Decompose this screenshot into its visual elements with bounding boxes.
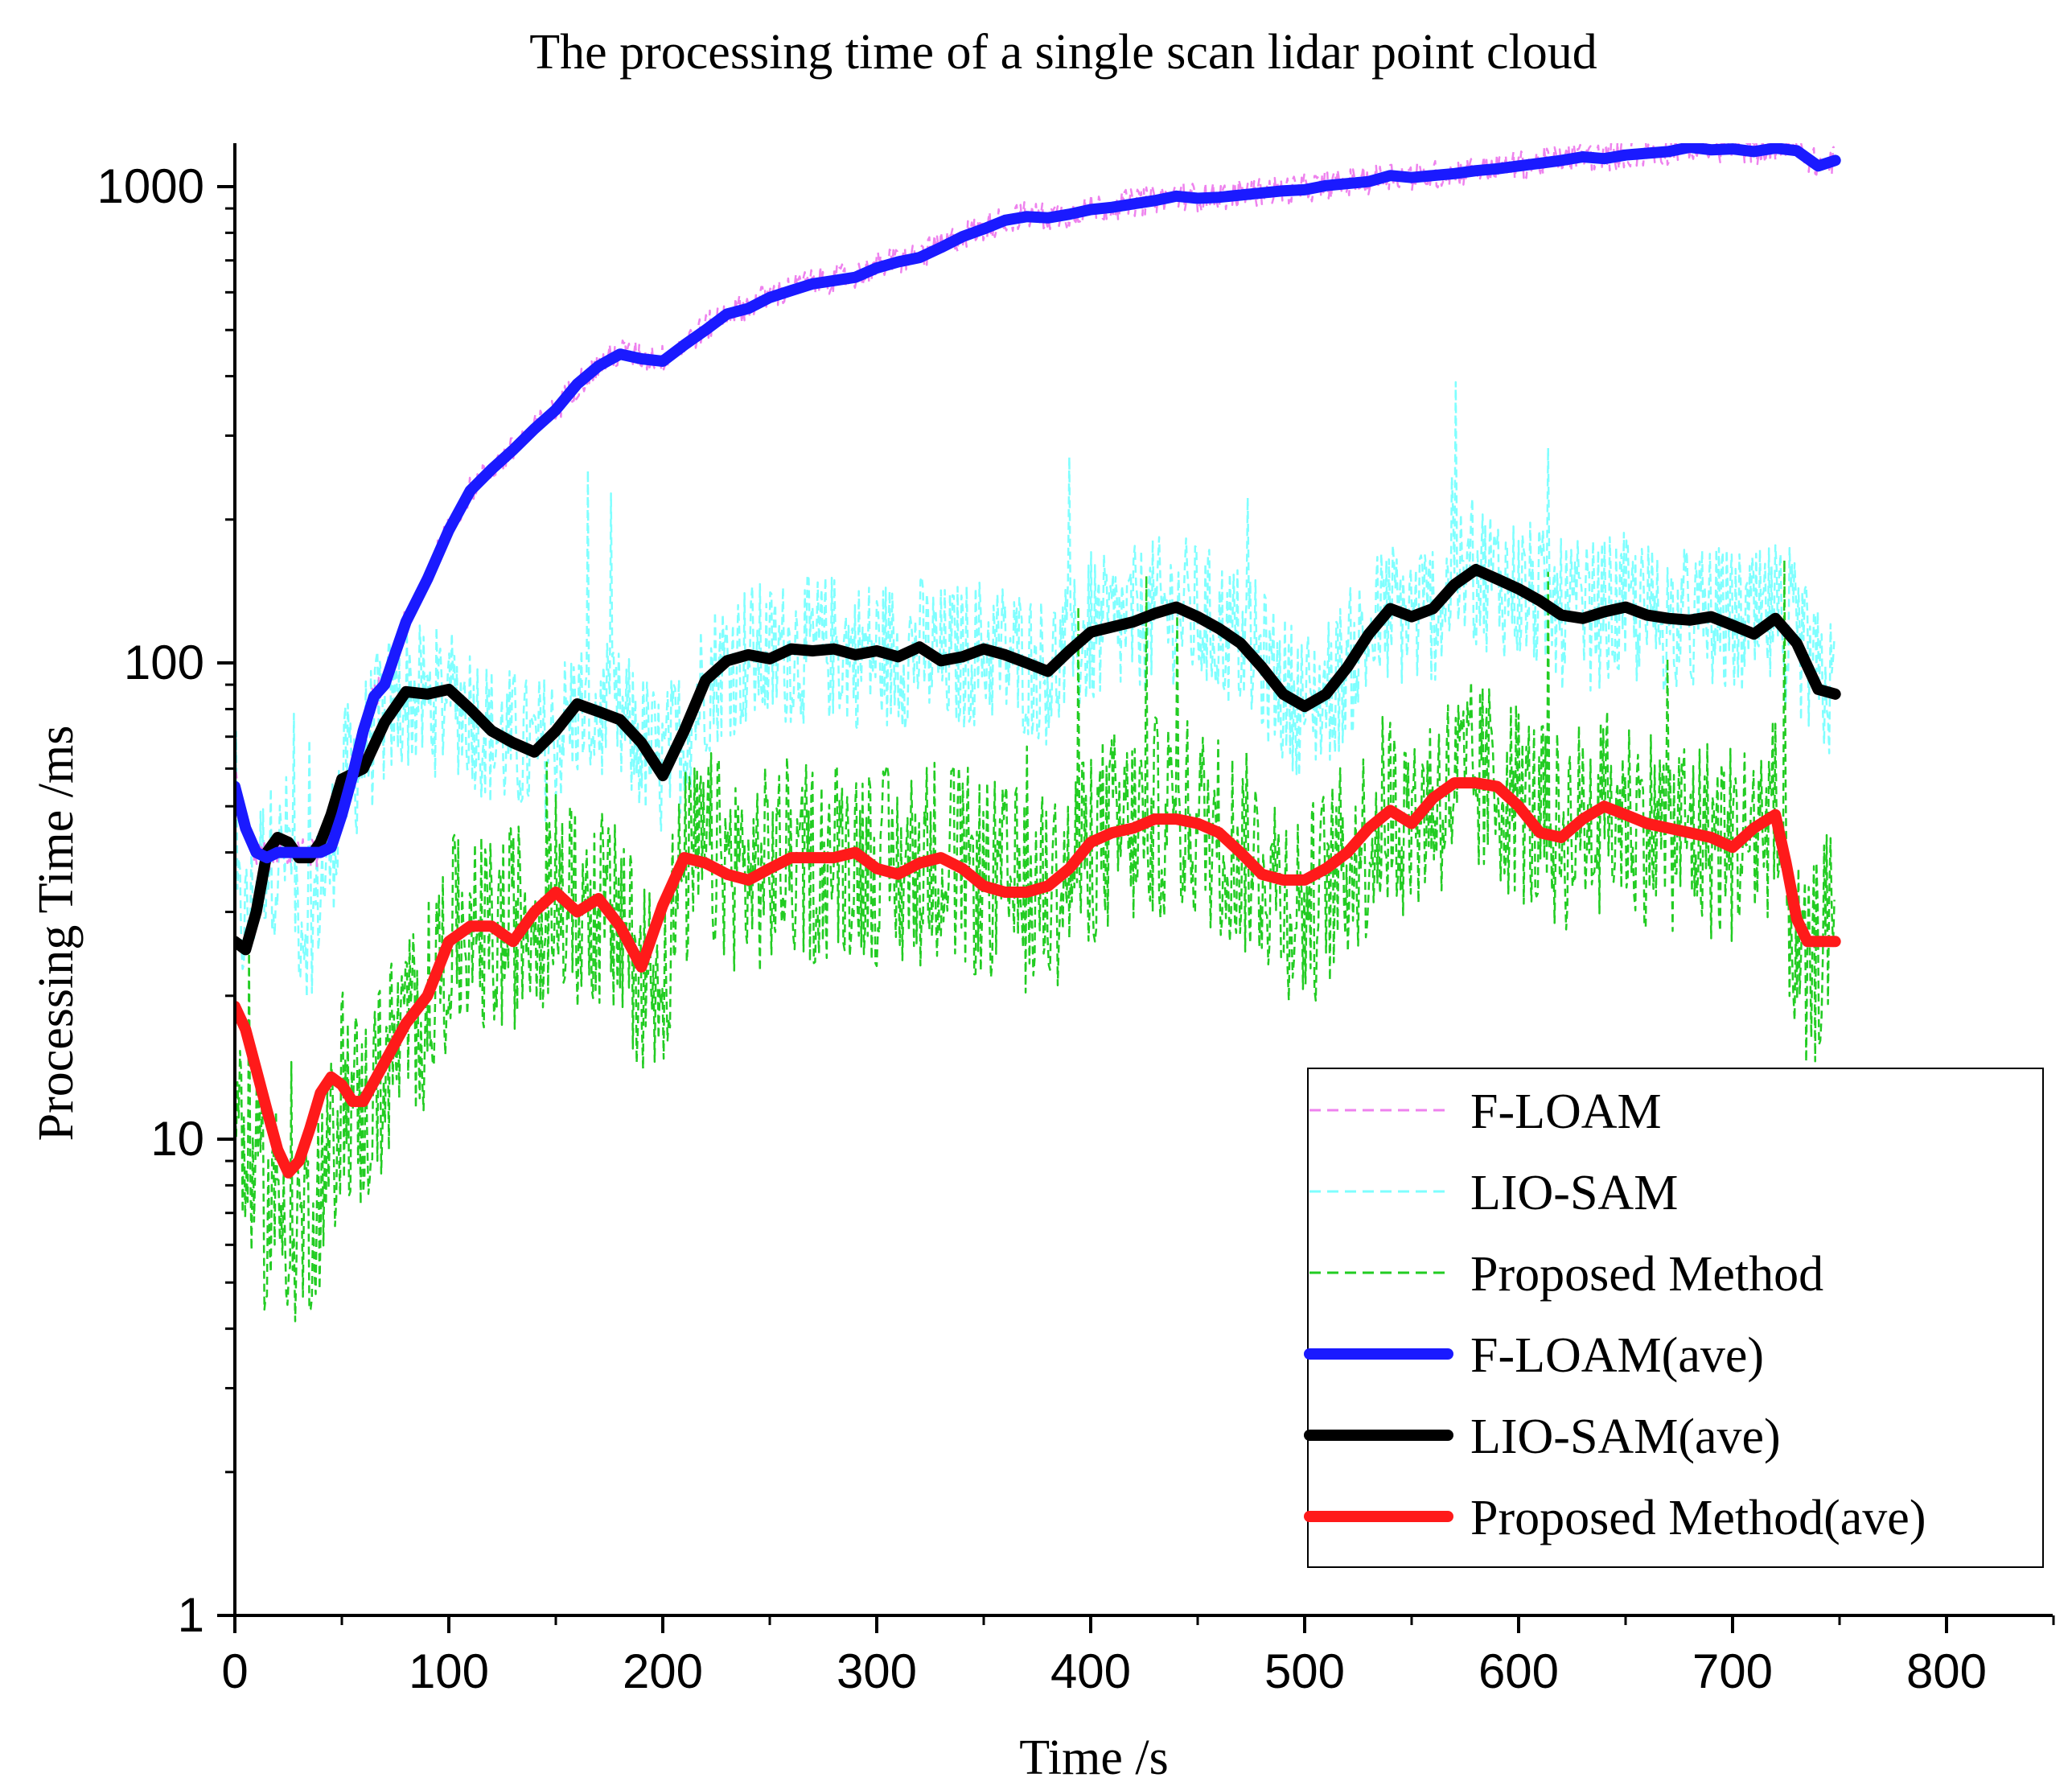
legend-label: LIO-SAM bbox=[1470, 1166, 1678, 1220]
chart-title: The processing time of a single scan lid… bbox=[529, 25, 1597, 80]
series-line-f-loam-ave- bbox=[235, 143, 1841, 864]
y-axis-label: Processing Time /ms bbox=[29, 726, 84, 1142]
x-tick-label: 700 bbox=[1692, 1644, 1773, 1698]
series-line-f-loam bbox=[235, 143, 1836, 871]
y-tick-label: 100 bbox=[124, 636, 204, 689]
series-layer bbox=[235, 143, 1841, 1323]
legend-label: F-LOAM(ave) bbox=[1470, 1328, 1764, 1383]
x-tick-label: 500 bbox=[1264, 1644, 1345, 1698]
y-tick-label: 10 bbox=[150, 1112, 204, 1166]
x-tick-label: 400 bbox=[1050, 1644, 1131, 1698]
y-tick-label: 1 bbox=[178, 1588, 204, 1642]
y-tick-label: 1000 bbox=[97, 159, 204, 213]
legend-box bbox=[1307, 1068, 2044, 1568]
series-line-lio-sam bbox=[235, 381, 1836, 998]
legend-label: Proposed Method(ave) bbox=[1470, 1491, 1926, 1545]
tick-labels: 0 100 200 300 400 500 600 700 800 1 10 100 1000 bbox=[97, 159, 1988, 1698]
legend-label: Proposed Method bbox=[1470, 1247, 1823, 1302]
series-line-proposed-method bbox=[235, 558, 1836, 1323]
x-tick-label: 200 bbox=[623, 1644, 703, 1698]
x-tick-label: 600 bbox=[1478, 1644, 1559, 1698]
axes-layer bbox=[217, 143, 2055, 1633]
legend-label: LIO-SAM(ave) bbox=[1470, 1409, 1781, 1464]
legend: F-LOAM LIO-SAM Proposed Method F-LOAM(ave) L… bbox=[1304, 1068, 2044, 1568]
x-tick-label: 0 bbox=[221, 1644, 248, 1698]
legend-label: F-LOAM bbox=[1470, 1084, 1662, 1139]
series-line-proposed-method-ave- bbox=[235, 777, 1841, 1179]
x-tick-label: 100 bbox=[409, 1644, 489, 1698]
x-axis-label: Time /s bbox=[1019, 1730, 1169, 1785]
series-line-lio-sam-ave- bbox=[235, 564, 1841, 956]
x-tick-label: 800 bbox=[1906, 1644, 1987, 1698]
x-tick-label: 300 bbox=[837, 1644, 917, 1698]
